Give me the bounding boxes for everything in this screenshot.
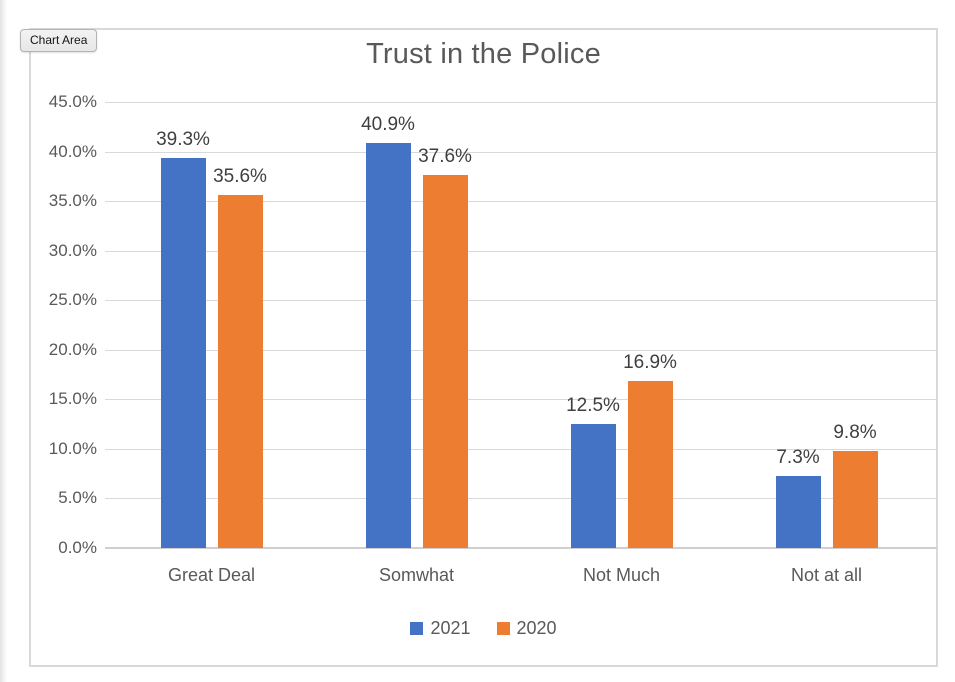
y-axis-tick-label: 10.0% xyxy=(48,438,97,458)
legend-item-2021[interactable]: 2021 xyxy=(410,618,471,639)
gridline xyxy=(105,102,937,103)
x-axis-category-label: Somwhat xyxy=(378,565,455,585)
legend-label: 2021 xyxy=(430,618,471,638)
y-axis-tick-label: 30.0% xyxy=(48,240,97,260)
gridline xyxy=(105,448,937,450)
x-axis-category-label: Great Deal xyxy=(167,565,256,585)
screenshot-edge-shadow xyxy=(0,0,7,682)
gridline xyxy=(105,250,937,252)
chart-area[interactable]: Trust in the Police 0.0% 5.0% 10.0% 15.0% 20… xyxy=(29,28,938,667)
bar-2021-not-at-all[interactable] xyxy=(775,475,821,548)
data-label: 39.3% xyxy=(156,129,210,151)
y-axis-tick-label: 40.0% xyxy=(48,141,97,161)
y-axis-tick-label: 35.0% xyxy=(48,191,97,211)
data-label: 16.9% xyxy=(623,351,677,373)
y-axis-tick-label: 20.0% xyxy=(48,339,97,359)
x-axis-category-label: Not Much xyxy=(582,565,661,585)
x-axis-category-label: Not at all xyxy=(790,565,863,585)
bar-2020-somwhat[interactable] xyxy=(422,175,468,548)
x-axis-line xyxy=(105,547,937,549)
bar-2021-not-much[interactable] xyxy=(570,424,616,548)
bar-2021-somwhat[interactable] xyxy=(365,142,411,548)
gridline xyxy=(105,349,937,351)
y-axis-tick-label: 45.0% xyxy=(48,92,97,111)
bar-2020-not-at-all[interactable] xyxy=(832,450,878,548)
gridline xyxy=(105,201,937,203)
y-axis-tick-label: 0.0% xyxy=(58,538,97,557)
data-label: 7.3% xyxy=(776,446,820,468)
gridline xyxy=(105,399,937,401)
y-axis-tick-label: 15.0% xyxy=(48,389,97,409)
legend-label: 2020 xyxy=(516,618,557,638)
chart-area-tooltip: Chart Area xyxy=(20,29,98,52)
bar-2021-great-deal[interactable] xyxy=(160,158,206,548)
gridline xyxy=(105,498,937,500)
legend-swatch-icon xyxy=(496,622,510,635)
data-label: 12.5% xyxy=(566,395,620,417)
legend-swatch-icon xyxy=(410,622,424,635)
bar-2020-great-deal[interactable] xyxy=(217,195,263,548)
gridline xyxy=(105,151,937,153)
data-label: 40.9% xyxy=(361,113,415,135)
y-axis-tick-label: 25.0% xyxy=(48,290,97,310)
data-label: 37.6% xyxy=(418,146,472,168)
data-label: 9.8% xyxy=(833,421,877,443)
chart-title[interactable]: Trust in the Police xyxy=(366,38,601,70)
data-label: 35.6% xyxy=(213,166,267,188)
legend-item-2020[interactable]: 2020 xyxy=(496,618,557,639)
y-axis-tick-label: 5.0% xyxy=(58,488,97,508)
bar-2020-not-much[interactable] xyxy=(627,380,673,548)
gridline xyxy=(105,300,937,302)
chart-legend: 2021 2020 xyxy=(31,618,936,639)
